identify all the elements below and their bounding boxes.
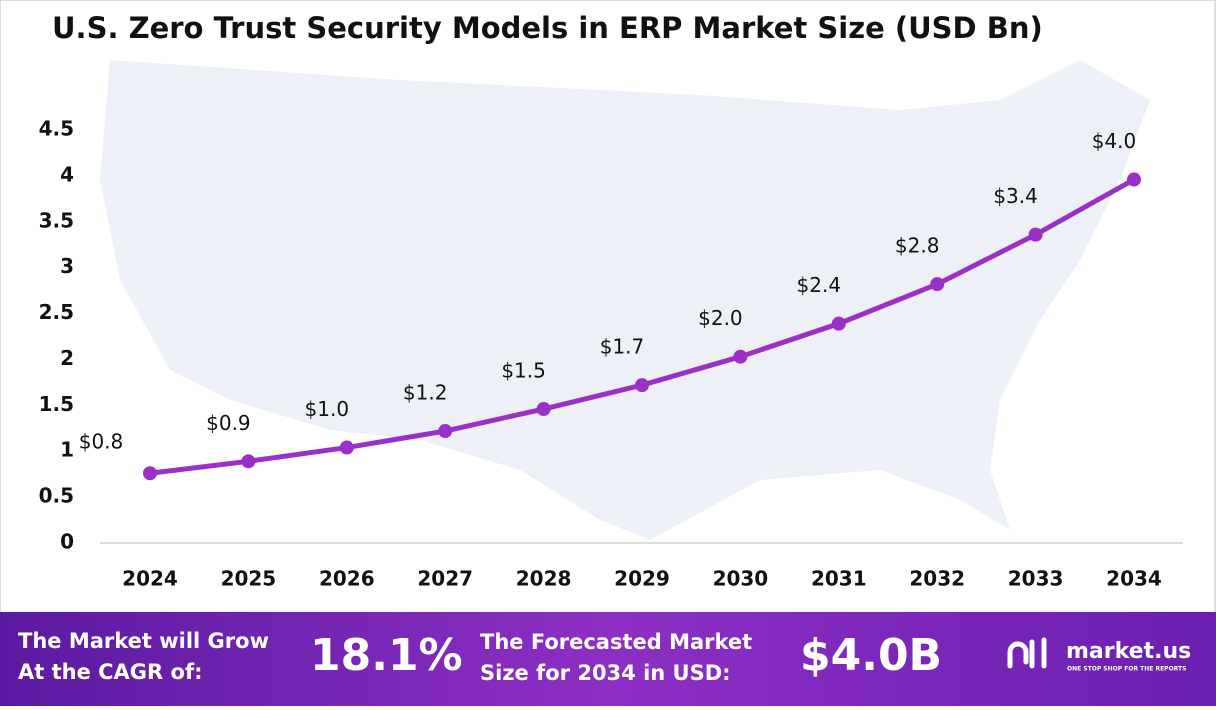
y-tick-label: 3 (60, 254, 74, 278)
forecast-value: $4.0B (800, 630, 942, 681)
point (339, 440, 354, 455)
value-label: $1.7 (600, 335, 645, 359)
y-tick-label: 4 (60, 162, 74, 186)
value-label: $2.8 (895, 234, 940, 258)
point (143, 466, 157, 481)
value-label: $1.2 (403, 381, 448, 405)
y-tick-label: 1.5 (39, 392, 74, 416)
point (1127, 172, 1141, 187)
x-tick-label: 2026 (319, 567, 375, 591)
cagr-value: 18.1% (310, 630, 463, 681)
x-tick-label: 2034 (1106, 567, 1162, 591)
forecast-text: Size for 2034 in USD: (480, 661, 731, 685)
cagr-text: At the CAGR of: (18, 660, 203, 684)
x-tick-label: 2027 (417, 567, 473, 591)
x-tick-label: 2025 (221, 567, 277, 591)
map-background (100, 60, 1150, 540)
x-tick-label: 2029 (614, 567, 670, 591)
y-tick-label: 1 (60, 438, 74, 462)
y-tick-label: 4.5 (39, 117, 74, 141)
x-tick-label: 2024 (122, 567, 178, 591)
y-tick-label: 0 (60, 530, 74, 554)
value-label: $0.8 (79, 430, 124, 454)
y-tick-label: 0.5 (39, 484, 74, 508)
value-label: $2.0 (698, 306, 743, 330)
point (241, 454, 256, 469)
brand: market.us (1066, 639, 1191, 664)
x-tick-label: 2028 (516, 567, 572, 591)
tagline: ONE STOP SHOP FOR THE REPORTS (1067, 666, 1186, 673)
value-label: $1.5 (501, 359, 546, 383)
footer-band (0, 612, 1216, 706)
value-label: $1.0 (305, 397, 350, 421)
x-tick-label: 2033 (1008, 567, 1064, 591)
x-tick-label: 2031 (811, 567, 867, 591)
point (733, 349, 748, 364)
brand-logo (1007, 637, 1047, 669)
y-tick-label: 3.5 (39, 208, 74, 232)
cagr-text: The Market will Grow (18, 629, 269, 653)
forecast-text: The Forecasted Market (480, 630, 752, 654)
x-tick-label: 2030 (713, 567, 769, 591)
y-tick-label: 2.5 (39, 300, 74, 324)
x-tick-label: 2032 (909, 567, 965, 591)
point (831, 316, 846, 331)
value-label: $4.0 (1092, 129, 1137, 153)
value-label: $2.4 (797, 273, 842, 297)
y-tick-label: 2 (60, 346, 74, 370)
point (536, 402, 551, 417)
value-label: $0.9 (206, 411, 251, 435)
chart-title: U.S. Zero Trust Security Models in ERP M… (52, 11, 1043, 45)
point (438, 424, 453, 439)
point (635, 378, 649, 393)
point (930, 277, 945, 292)
point (1028, 227, 1043, 242)
value-label: $3.4 (993, 184, 1038, 208)
